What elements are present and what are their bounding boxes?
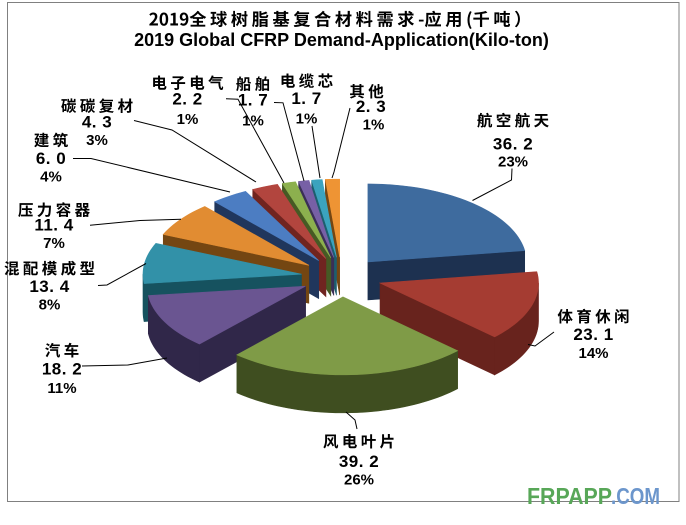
svg-text:39. 2: 39. 2 xyxy=(339,452,379,471)
svg-text:26%: 26% xyxy=(344,471,374,488)
svg-text:1. 7: 1. 7 xyxy=(238,91,268,110)
svg-text:11%: 11% xyxy=(47,380,76,397)
svg-text:1. 7: 1. 7 xyxy=(291,89,321,108)
svg-text:3%: 3% xyxy=(86,132,108,149)
svg-text:4%: 4% xyxy=(40,168,62,185)
svg-text:7%: 7% xyxy=(43,235,65,252)
svg-text:1%: 1% xyxy=(363,116,385,133)
svg-text:FRPAPP: FRPAPP xyxy=(527,483,612,509)
svg-text:13. 4: 13. 4 xyxy=(29,277,69,296)
svg-text:23%: 23% xyxy=(498,153,528,170)
svg-text:2. 2: 2. 2 xyxy=(172,90,202,109)
svg-text:23. 1: 23. 1 xyxy=(573,325,613,344)
svg-text:18. 2: 18. 2 xyxy=(42,360,82,379)
svg-text:1%: 1% xyxy=(242,112,264,129)
svg-text:36. 2: 36. 2 xyxy=(493,135,533,154)
svg-text:8%: 8% xyxy=(39,296,61,313)
svg-text:14%: 14% xyxy=(578,345,608,362)
svg-text:1%: 1% xyxy=(296,110,318,127)
svg-text:2019 Global CFRP Demand-Applic: 2019 Global CFRP Demand-Application(Kilo… xyxy=(134,30,549,50)
svg-text:6. 0: 6. 0 xyxy=(36,149,66,168)
svg-text:.COM: .COM xyxy=(611,483,660,509)
svg-text:1%: 1% xyxy=(177,111,199,128)
svg-text:11. 4: 11. 4 xyxy=(34,216,73,235)
svg-text:4. 3: 4. 3 xyxy=(82,113,112,132)
svg-text:2. 3: 2. 3 xyxy=(356,97,386,116)
